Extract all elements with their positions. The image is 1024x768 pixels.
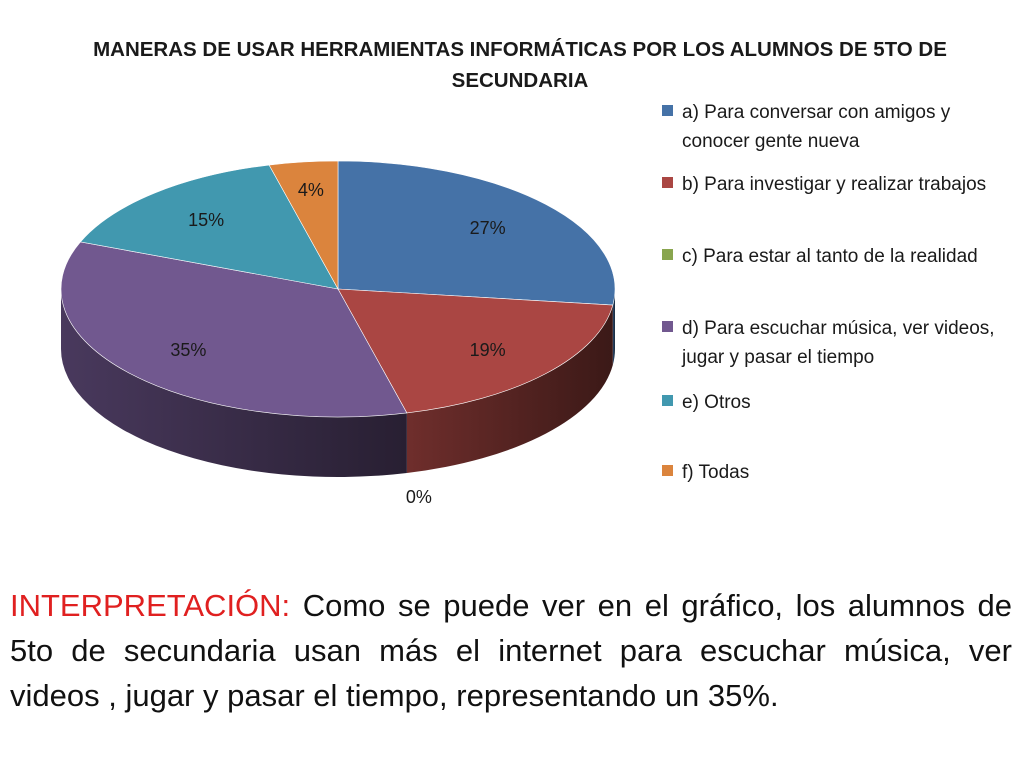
legend-label-0: a) Para conversar con amigos y conocer g… <box>682 102 951 152</box>
pie-side-1 <box>406 305 613 473</box>
legend-label-5: f) Todas <box>682 462 750 483</box>
pie-slice-5 <box>268 160 339 291</box>
data-label-3: 35% <box>170 340 206 360</box>
legend-label-3: d) Para escuchar música, ver videos, jug… <box>682 318 995 368</box>
pie-side-3 <box>61 289 407 477</box>
data-label-2: 0% <box>406 487 432 507</box>
legend-swatch-4 <box>662 395 673 406</box>
chart-title: MANERAS DE USAR HERRAMIENTAS INFORMÁTICA… <box>93 38 947 92</box>
pie-chart: 27% 19% 0% 35% 15% 4% <box>60 160 616 507</box>
legend-label-4: e) Otros <box>682 392 751 413</box>
legend-label-2: c) Para estar al tanto de la realidad <box>682 246 978 267</box>
data-label-1: 19% <box>470 340 506 360</box>
legend-swatch-1 <box>662 177 673 188</box>
pie-side-0 <box>612 289 615 366</box>
pie-slice-1 <box>337 288 614 414</box>
data-label-0: 27% <box>470 218 506 238</box>
data-label-4: 15% <box>188 210 224 230</box>
legend-swatch-5 <box>662 465 673 476</box>
legend-swatch-0 <box>662 105 673 116</box>
interpretation-label: INTERPRETACIÓN: <box>10 588 291 623</box>
legend-swatch-2 <box>662 249 673 260</box>
pie-slice-0 <box>337 160 616 306</box>
pie-slice-4 <box>79 164 339 290</box>
legend-swatch-3 <box>662 321 673 332</box>
legend-label-1: b) Para investigar y realizar trabajos <box>682 174 987 195</box>
interpretation-text: Como se puede ver en el gráfico, los alu… <box>10 588 1012 713</box>
pie-slice-3 <box>60 241 408 418</box>
data-label-5: 4% <box>298 180 324 200</box>
interpretation-paragraph: INTERPRETACIÓN: Como se puede ver en el … <box>10 583 1012 718</box>
